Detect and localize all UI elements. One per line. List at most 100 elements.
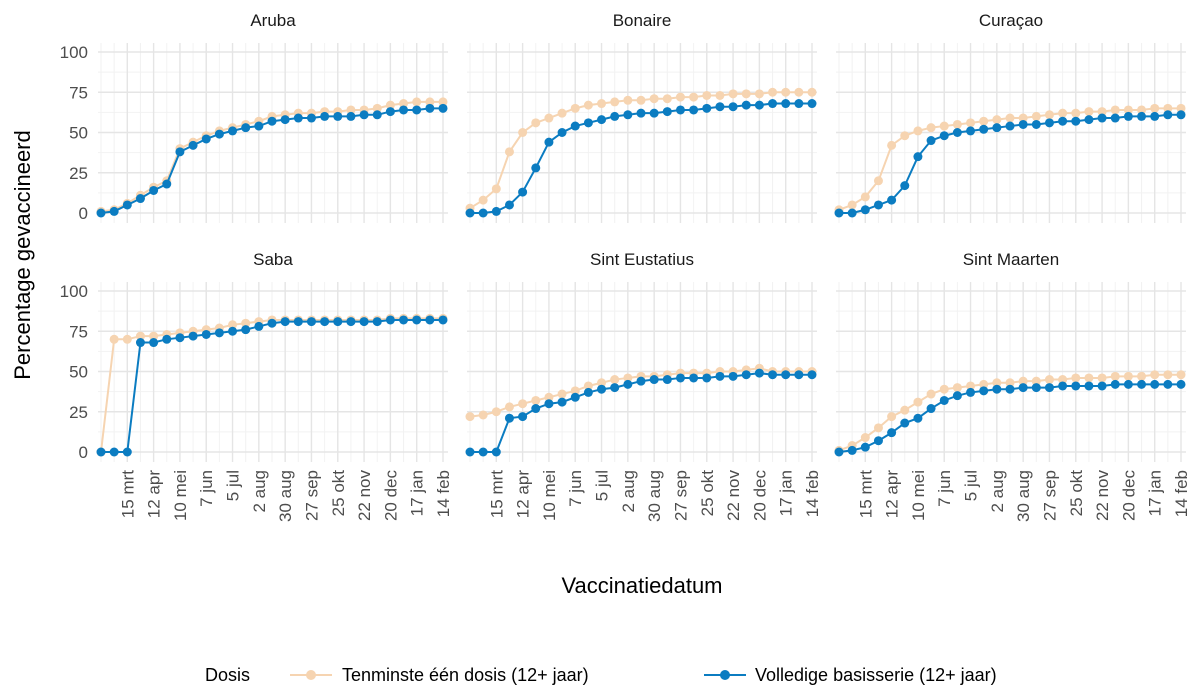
point — [320, 317, 330, 327]
x-tick-label: 22 nov — [724, 470, 743, 522]
point — [781, 87, 791, 97]
point — [175, 333, 185, 343]
point — [781, 99, 791, 109]
point — [122, 447, 132, 457]
x-tick-label: 30 aug — [276, 470, 295, 522]
point — [873, 176, 883, 186]
point — [979, 124, 989, 134]
point — [96, 447, 106, 457]
point — [267, 116, 277, 126]
point — [913, 397, 923, 407]
facet-title: Sint Eustatius — [590, 250, 694, 269]
point — [504, 413, 514, 423]
point — [1163, 110, 1173, 120]
point — [557, 108, 567, 118]
point — [372, 103, 382, 113]
point — [834, 447, 844, 457]
point — [491, 206, 501, 216]
point — [399, 99, 409, 109]
point — [860, 205, 870, 215]
point — [689, 373, 699, 383]
point — [952, 128, 962, 137]
point — [1084, 115, 1094, 125]
point — [597, 99, 607, 109]
x-tick-label: 10 mei — [909, 470, 928, 521]
point — [122, 334, 132, 344]
x-tick-label: 2 aug — [250, 470, 269, 513]
point — [1123, 379, 1133, 389]
point — [1044, 375, 1054, 385]
point — [478, 410, 488, 420]
point — [952, 383, 962, 393]
point — [149, 331, 159, 341]
point — [267, 318, 277, 328]
x-tick-label: 25 okt — [329, 470, 348, 517]
point — [531, 395, 541, 405]
x-tick-label: 20 dec — [381, 470, 400, 522]
point — [1150, 370, 1160, 380]
point — [570, 386, 580, 396]
x-tick-label: 5 jul — [593, 470, 612, 501]
point — [583, 381, 593, 391]
point — [228, 126, 238, 136]
point — [623, 373, 633, 383]
point — [1084, 107, 1094, 117]
point — [570, 121, 580, 131]
point — [1044, 383, 1054, 393]
point — [557, 128, 567, 137]
point — [1044, 118, 1054, 128]
point — [768, 99, 778, 109]
point — [741, 100, 751, 110]
point — [662, 375, 672, 385]
x-tick-label: 17 jan — [777, 470, 796, 516]
point — [1005, 113, 1015, 123]
point — [1058, 108, 1068, 118]
point — [913, 413, 923, 423]
facet-title: Aruba — [250, 11, 296, 30]
point — [531, 404, 541, 414]
point — [1031, 383, 1041, 393]
point — [689, 92, 699, 102]
point — [149, 338, 159, 348]
point — [438, 97, 448, 107]
point — [1163, 379, 1173, 389]
point — [597, 384, 607, 394]
point — [122, 200, 132, 210]
point — [702, 373, 712, 383]
x-tick-label: 20 dec — [750, 470, 769, 522]
point — [1110, 105, 1120, 115]
point — [636, 108, 646, 118]
point — [135, 331, 145, 341]
point — [754, 100, 764, 110]
point — [1058, 116, 1068, 126]
point — [135, 338, 145, 348]
x-tick-label: 5 jul — [962, 470, 981, 501]
point — [636, 95, 646, 105]
point — [109, 334, 119, 344]
point — [1005, 378, 1015, 388]
point — [1137, 105, 1147, 115]
point — [465, 412, 475, 422]
point — [478, 208, 488, 218]
point — [1005, 121, 1015, 131]
point — [834, 208, 844, 218]
point — [794, 370, 804, 380]
point — [412, 105, 422, 115]
point — [702, 90, 712, 100]
point — [557, 389, 567, 399]
point — [1071, 108, 1081, 118]
legend-label: Volledige basisserie (12+ jaar) — [755, 665, 997, 685]
point — [1084, 381, 1094, 391]
x-tick-label: 30 aug — [1014, 470, 1033, 522]
point — [1123, 111, 1133, 121]
point — [754, 368, 764, 378]
point — [807, 87, 817, 97]
point — [188, 331, 198, 341]
legend-label: Tenminste één dosis (12+ jaar) — [342, 665, 589, 685]
point — [662, 94, 672, 104]
x-tick-label: 2 aug — [988, 470, 1007, 513]
point — [623, 95, 633, 105]
point — [188, 140, 198, 150]
point — [1018, 376, 1028, 386]
point — [241, 325, 251, 335]
